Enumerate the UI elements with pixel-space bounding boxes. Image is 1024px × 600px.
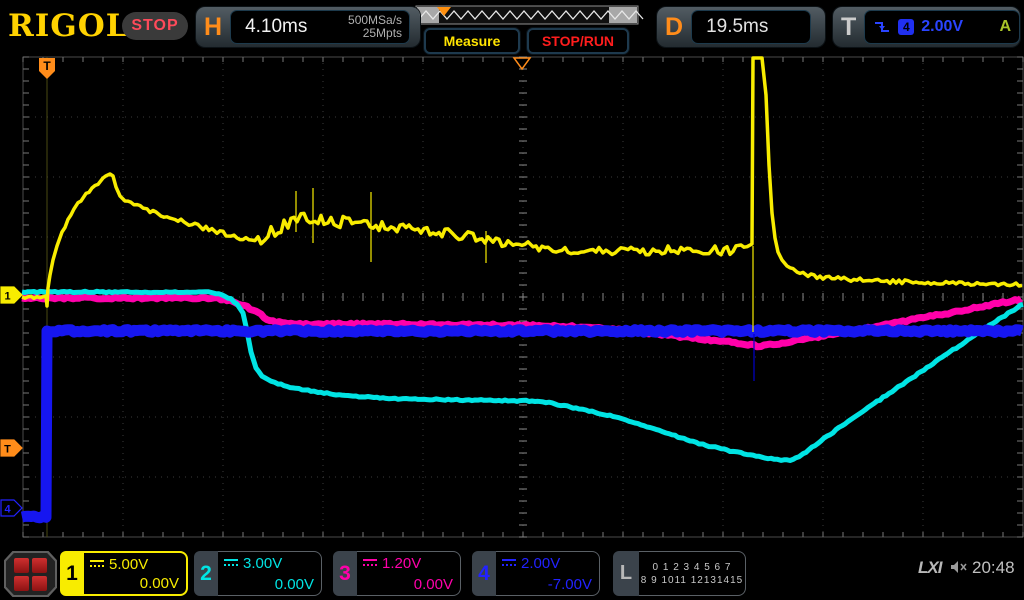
- channel-1-body: 5.00V 0.00V: [84, 551, 188, 596]
- coupling-dc-icon: [224, 559, 238, 568]
- delay-value: 19.5ms: [706, 16, 769, 37]
- channel-2-offset: 0.00V: [274, 576, 314, 593]
- brand-logo: RIGOL: [8, 8, 129, 44]
- sample-rate: 500MSa/s: [348, 13, 403, 27]
- coupling-dc-icon: [90, 560, 104, 569]
- digital-channels-box[interactable]: L 0 1 2 3 4 5 6 7 8 9 1011 12131415: [613, 551, 746, 596]
- measure-button[interactable]: Measure: [424, 28, 520, 54]
- trigger-slope-icon: [875, 22, 890, 32]
- channel-3-number[interactable]: 3: [333, 551, 357, 596]
- channel-1-offset: 0.00V: [139, 575, 179, 592]
- svg-text:1: 1: [4, 291, 10, 303]
- channel-1-scale: 5.00V: [109, 556, 149, 573]
- channel-2-body: 3.00V 0.00V: [218, 551, 322, 596]
- speaker-muted-icon: [951, 561, 967, 573]
- trigger-level: 2.00V: [921, 18, 964, 35]
- svg-text:T: T: [43, 59, 51, 73]
- trigger-mode: A: [999, 18, 1011, 35]
- channel-3-body: 1.20V 0.00V: [357, 551, 461, 596]
- channel-4-body: 2.00V -7.00V: [496, 551, 600, 596]
- trace-ch1: [21, 56, 1023, 308]
- stop-run-button[interactable]: STOP/RUN: [527, 28, 629, 54]
- lxi-logo: LXI: [918, 558, 942, 577]
- channel-1-box[interactable]: 1 5.00V 0.00V: [60, 551, 188, 596]
- channel-2-scale: 3.00V: [243, 555, 283, 572]
- horizontal-settings[interactable]: H 4.10ms 500MSa/s 25Mpts: [196, 7, 420, 47]
- channel-2-number[interactable]: 2: [194, 551, 218, 596]
- trace-ch3: [21, 293, 1024, 351]
- acquisition-rates: 500MSa/s 25Mpts: [348, 14, 402, 40]
- channel-2-box[interactable]: 2 3.00V 0.00V: [194, 551, 322, 596]
- channel-3-offset: 0.00V: [413, 576, 453, 593]
- trace-ch4: [19, 324, 1024, 524]
- digital-body: 0 1 2 3 4 5 6 7 8 9 1011 12131415: [639, 551, 746, 596]
- timebase-value: 4.10ms: [245, 16, 308, 37]
- channel-3-scale: 1.20V: [382, 555, 422, 572]
- coupling-dc-icon: [363, 559, 377, 568]
- menu-grid-icon: [6, 553, 55, 595]
- memory-depth: 25Mpts: [362, 26, 403, 40]
- trigger-settings[interactable]: T 4 2.00V A: [833, 7, 1020, 47]
- delay-inner: 19.5ms: [691, 10, 812, 44]
- channel-4-box[interactable]: 4 2.00V -7.00V: [472, 551, 600, 596]
- trigger-source-badge: 4: [898, 19, 915, 35]
- coupling-dc-icon: [502, 559, 516, 568]
- digital-row-2: 8 9 1011 12131415: [640, 574, 744, 586]
- channel-4-number[interactable]: 4: [472, 551, 496, 596]
- digital-row-1: 0 1 2 3 4 5 6 7: [652, 561, 732, 573]
- digital-label[interactable]: L: [613, 551, 639, 596]
- channel-4-offset: -7.00V: [547, 576, 592, 593]
- menu-button[interactable]: [4, 551, 57, 597]
- clock: 20:48: [972, 558, 1015, 577]
- channel-1-number[interactable]: 1: [60, 551, 84, 596]
- svg-text:4: 4: [4, 504, 11, 516]
- delay-label: D: [665, 13, 684, 41]
- channel-3-box[interactable]: 3 1.20V 0.00V: [333, 551, 461, 596]
- trigger-label: T: [841, 13, 857, 41]
- horizontal-label: H: [204, 13, 223, 41]
- delay-settings[interactable]: D 19.5ms: [657, 7, 825, 47]
- run-state-badge: STOP: [122, 12, 188, 40]
- channel-4-scale: 2.00V: [521, 555, 561, 572]
- horizontal-inner: 4.10ms 500MSa/s 25Mpts: [230, 10, 411, 44]
- trigger-inner: 4 2.00V A: [864, 10, 1020, 44]
- trace-ch2: [21, 288, 1024, 463]
- svg-text:T: T: [4, 444, 11, 456]
